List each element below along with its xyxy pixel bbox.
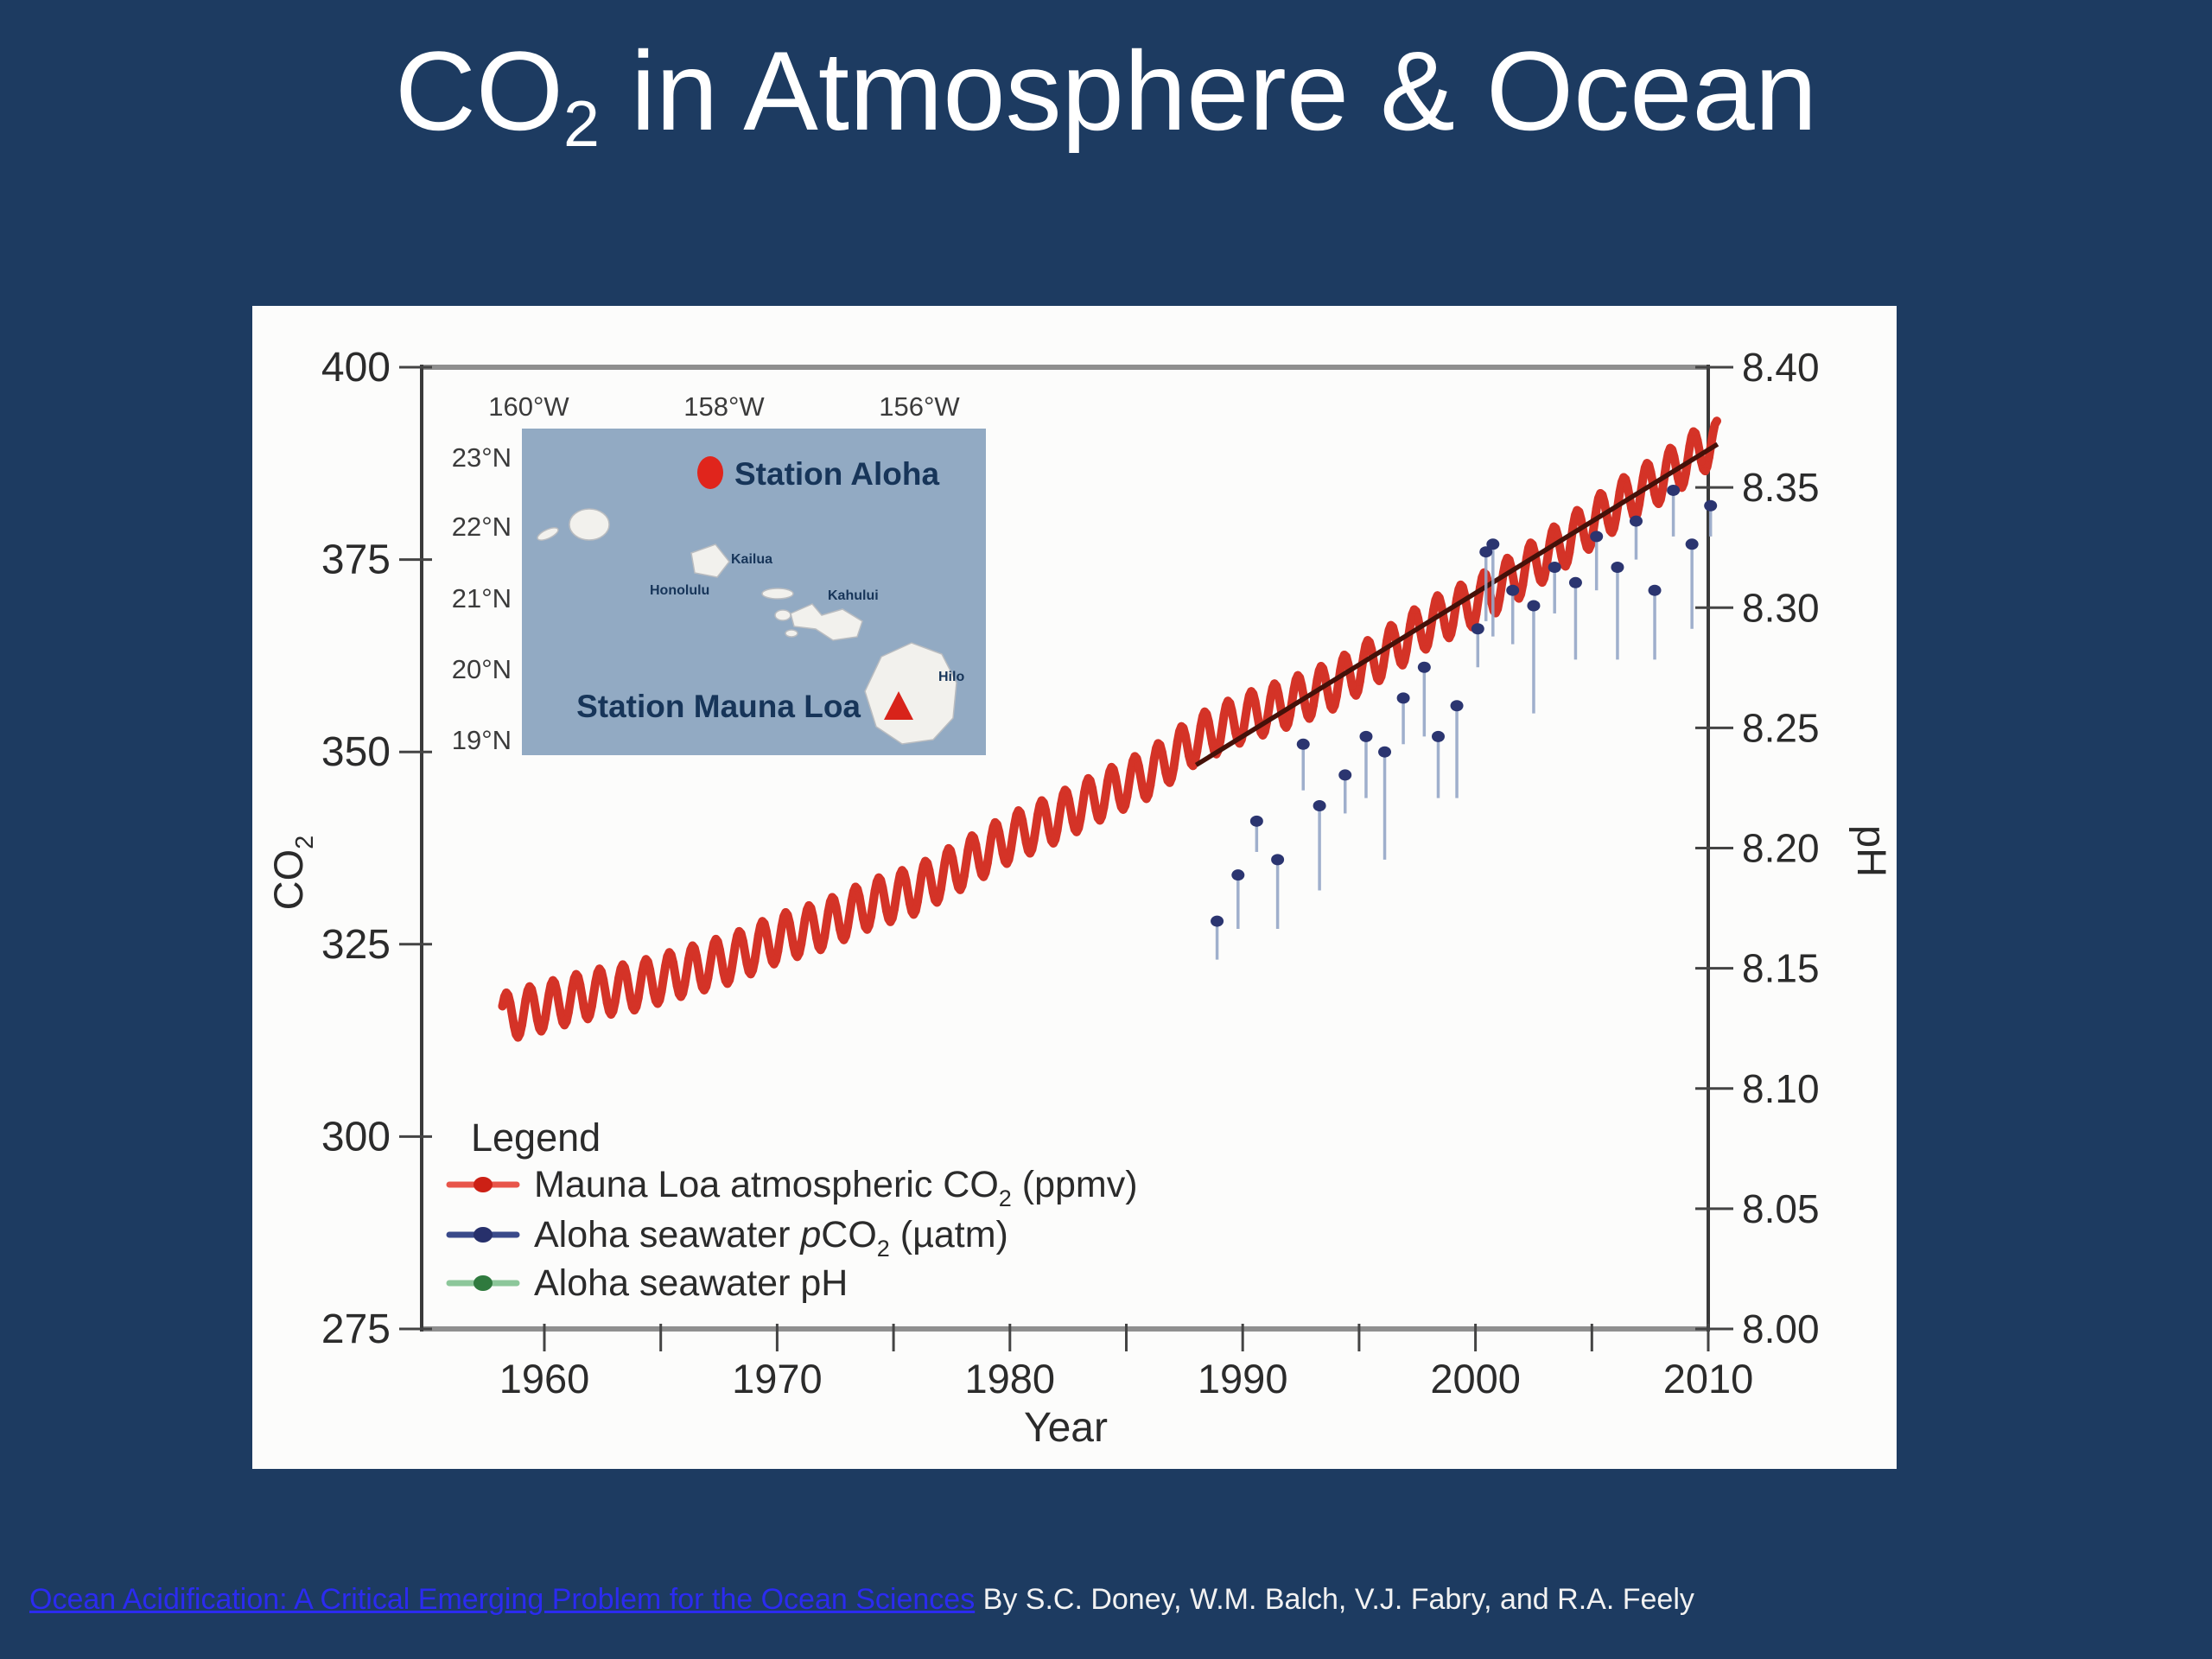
pco2-point (1396, 692, 1410, 704)
svg-text:2010: 2010 (1663, 1356, 1754, 1402)
plot-box (420, 365, 1710, 1332)
svg-text:Hilo: Hilo (938, 670, 964, 684)
citation: Ocean Acidification: A Critical Emerging… (29, 1583, 2190, 1617)
pco2-point (1431, 730, 1445, 742)
pco2-point (1296, 738, 1310, 750)
pco2-point (1590, 531, 1604, 543)
svg-text:8.00: 8.00 (1742, 1306, 1820, 1351)
svg-text:325: 325 (321, 922, 391, 968)
pco2-point (1271, 854, 1285, 866)
pco2-point (1417, 661, 1431, 673)
svg-text:1960: 1960 (499, 1356, 590, 1402)
svg-text:22°N: 22°N (452, 512, 512, 542)
svg-text:156°W: 156°W (879, 391, 960, 422)
pco2-point (1479, 546, 1493, 558)
svg-text:8.20: 8.20 (1742, 826, 1820, 871)
station-mauna-loa-label: Station Mauna Loa (576, 689, 861, 724)
svg-text:1990: 1990 (1198, 1356, 1288, 1402)
svg-text:400: 400 (321, 345, 391, 391)
svg-text:8.05: 8.05 (1742, 1186, 1820, 1231)
x-axis: 1960 1970 1980 1990 2000 2010 Year (499, 1324, 1754, 1451)
pco2-point (1486, 538, 1500, 550)
page-title: CO2 in Atmosphere & Ocean (394, 28, 1818, 160)
svg-text:8.35: 8.35 (1742, 465, 1820, 510)
pco2-point (1568, 576, 1582, 588)
svg-text:Kahului: Kahului (828, 588, 879, 603)
pco2-point (1450, 700, 1464, 712)
figure-panel: 400 375 350 325 300 275 CO2 8.40 8.35 8.30 8.25 8.2… (252, 306, 1897, 1469)
legend-item-2: Aloha seawater pH (446, 1262, 848, 1304)
pco2-point (1527, 600, 1541, 612)
pco2-point (1704, 499, 1718, 512)
svg-text:Aloha seawater pH: Aloha seawater pH (534, 1262, 848, 1304)
co2-ph-chart: 400 375 350 325 300 275 CO2 8.40 8.35 8.30 8.25 8.2… (265, 345, 1895, 1451)
svg-text:Honolulu: Honolulu (650, 583, 709, 598)
svg-text:Mauna Loa atmospheric CO2 (ppm: Mauna Loa atmospheric CO2 (ppmv) (534, 1164, 1138, 1211)
svg-text:158°W: 158°W (683, 391, 765, 422)
pco2-point (1648, 584, 1662, 596)
y-axis-co2: 400 375 350 325 300 275 CO2 (265, 345, 432, 1352)
svg-text:Kailua: Kailua (731, 552, 772, 567)
svg-text:21°N: 21°N (452, 583, 512, 613)
x-axis-title: Year (1024, 1405, 1108, 1451)
svg-text:300: 300 (321, 1114, 391, 1160)
pco2-point (1611, 562, 1624, 574)
pco2-point (1629, 515, 1643, 527)
citation-link[interactable]: Ocean Acidification: A Critical Emerging… (29, 1583, 976, 1616)
pco2-point (1249, 815, 1263, 827)
pco2-point (1378, 746, 1392, 758)
inset-map: 160°W 158°W 156°W 23°N 22°N 21°N 20°N 19°N Kailu… (452, 391, 986, 755)
pco2-series (1211, 484, 1718, 960)
pco2-point (1506, 584, 1520, 596)
svg-text:8.15: 8.15 (1742, 946, 1820, 991)
pco2-point (1359, 730, 1373, 742)
svg-text:23°N: 23°N (452, 442, 512, 473)
pco2-point (1471, 623, 1484, 635)
svg-text:1980: 1980 (965, 1356, 1056, 1402)
station-aloha-marker (697, 456, 723, 489)
svg-text:Aloha seawater pCO2 (µatm): Aloha seawater pCO2 (µatm) (534, 1214, 1008, 1262)
svg-text:8.40: 8.40 (1742, 345, 1820, 390)
y-axis-ph-title: pH (1849, 825, 1895, 877)
svg-text:2000: 2000 (1430, 1356, 1521, 1402)
svg-text:8.25: 8.25 (1742, 705, 1820, 750)
station-mauna-loa-marker (884, 691, 913, 720)
pco2-point (1313, 800, 1326, 812)
legend-item-1: Aloha seawater pCO2 (µatm) (446, 1214, 1008, 1262)
svg-text:19°N: 19°N (452, 725, 512, 755)
y-axis-co2-title: CO2 (265, 836, 319, 911)
station-aloha-label: Station Aloha (734, 456, 939, 492)
svg-text:8.30: 8.30 (1742, 585, 1820, 630)
pco2-point (1548, 562, 1561, 574)
citation-authors: By S.C. Doney, W.M. Balch, V.J. Fabry, a… (975, 1583, 1694, 1616)
pco2-point (1211, 915, 1224, 927)
pco2-point (1338, 769, 1352, 781)
svg-text:8.10: 8.10 (1742, 1066, 1820, 1111)
mauna-loa-co2-series (498, 416, 1721, 1042)
legend-item-0: Mauna Loa atmospheric CO2 (ppmv) (446, 1164, 1138, 1211)
svg-text:160°W: 160°W (488, 391, 569, 422)
svg-text:1970: 1970 (732, 1356, 823, 1402)
y-axis-ph: 8.40 8.35 8.30 8.25 8.20 8.15 8.10 8.05 8.00 pH (1695, 345, 1895, 1351)
pco2-point (1685, 538, 1699, 550)
pco2-point (1231, 869, 1245, 881)
svg-text:375: 375 (321, 537, 391, 583)
svg-text:20°N: 20°N (452, 654, 512, 684)
pco2-point (1667, 484, 1681, 496)
co2-trend-line (1194, 442, 1719, 767)
svg-text:275: 275 (321, 1306, 391, 1352)
legend-title: Legend (471, 1116, 601, 1160)
svg-text:350: 350 (321, 729, 391, 775)
